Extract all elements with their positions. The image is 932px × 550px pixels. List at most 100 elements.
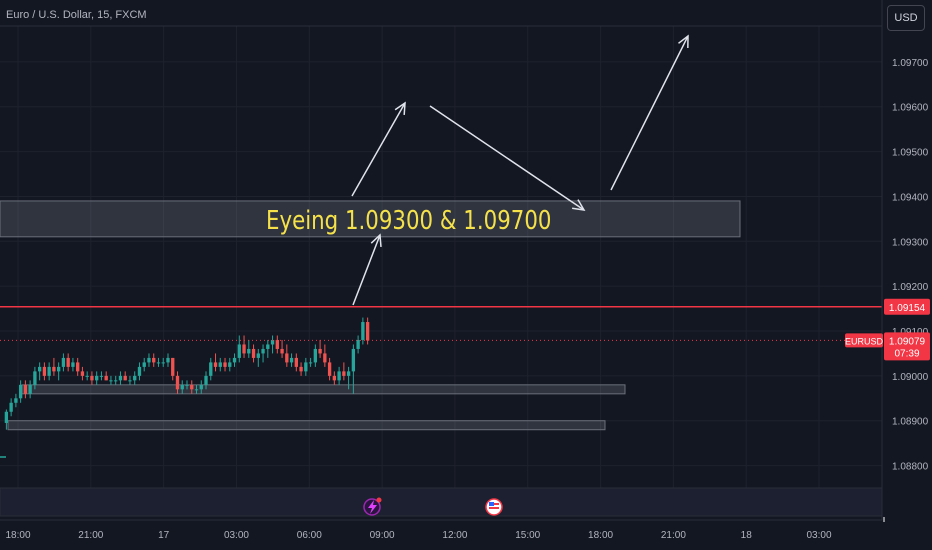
y-tick-label: 1.08800 bbox=[892, 462, 929, 473]
x-tick-label: 21:00 bbox=[661, 530, 686, 541]
candle-body bbox=[137, 366, 142, 376]
horizontal-level-label: 1.09154 bbox=[889, 303, 926, 314]
us-flag-event-icon[interactable] bbox=[485, 498, 503, 516]
support-resistance-zone bbox=[21, 384, 626, 395]
candle-body bbox=[95, 375, 99, 381]
x-tick-label: 18:00 bbox=[5, 530, 30, 541]
candle-body bbox=[66, 357, 70, 367]
x-tick-label: 09:00 bbox=[370, 530, 395, 541]
candle-body bbox=[294, 357, 298, 367]
candle-body bbox=[180, 384, 184, 390]
candle-body bbox=[109, 380, 113, 382]
events-strip bbox=[0, 487, 883, 517]
candle-body bbox=[47, 366, 51, 376]
x-tick-label: 21:00 bbox=[78, 530, 103, 541]
candle-body bbox=[104, 375, 108, 381]
x-tick-label: 03:00 bbox=[807, 530, 832, 541]
candle-body bbox=[337, 371, 341, 381]
candle-body bbox=[61, 357, 66, 367]
candle-body bbox=[275, 339, 279, 349]
x-tick-label: 06:00 bbox=[297, 530, 322, 541]
candle-body bbox=[147, 357, 151, 363]
symbol-tag bbox=[845, 333, 883, 348]
countdown-label: 07:39 bbox=[894, 348, 919, 359]
candle-body bbox=[308, 362, 313, 364]
candle-body bbox=[56, 366, 61, 372]
candle-body bbox=[266, 344, 270, 349]
arrow-head bbox=[394, 101, 406, 116]
candle-body bbox=[285, 353, 289, 363]
candles-layer bbox=[4, 317, 370, 430]
candle-body bbox=[152, 357, 156, 363]
candle-body bbox=[142, 362, 146, 367]
candle-body bbox=[14, 398, 18, 403]
candle-body bbox=[118, 375, 123, 381]
candle-body bbox=[80, 371, 85, 376]
lightning-event-icon[interactable] bbox=[363, 497, 382, 516]
symbol-tag-label: EURUSD bbox=[845, 336, 884, 346]
candle-body bbox=[299, 366, 303, 372]
x-tick-label: 18:00 bbox=[588, 530, 613, 541]
candle-body bbox=[209, 362, 213, 376]
candle-body bbox=[175, 375, 180, 390]
last-price-tag bbox=[884, 332, 930, 361]
candle-body bbox=[204, 375, 208, 385]
candle-body bbox=[114, 380, 118, 382]
candle-body bbox=[223, 362, 227, 367]
arrow-annotations bbox=[351, 34, 689, 306]
candle-body bbox=[156, 362, 161, 364]
candle-body bbox=[133, 375, 137, 381]
candle-body bbox=[256, 353, 260, 358]
candle-body bbox=[99, 375, 104, 377]
candle-body bbox=[90, 375, 94, 381]
x-tick-label: 17 bbox=[158, 530, 170, 541]
y-tick-label: 1.09400 bbox=[892, 192, 929, 203]
candle-body bbox=[4, 411, 9, 423]
candle-body bbox=[52, 366, 56, 372]
candle-body bbox=[323, 353, 327, 363]
candle-body bbox=[85, 375, 89, 377]
candle-body bbox=[361, 322, 365, 340]
price-lines bbox=[0, 306, 882, 341]
support-resistance-zone bbox=[0, 200, 741, 238]
y-tick-label: 1.09500 bbox=[892, 148, 929, 159]
candle-body bbox=[365, 322, 370, 341]
arrow-head bbox=[370, 233, 382, 248]
candle-body bbox=[332, 375, 337, 381]
currency-button[interactable]: USD bbox=[887, 5, 925, 31]
x-axis-ticks: 18:00 21:00 17 03:00 06:00 09:00 12:00 15:00 18:… bbox=[5, 530, 831, 541]
candle-body bbox=[42, 366, 47, 376]
candle-body bbox=[356, 339, 360, 349]
candle-body bbox=[318, 348, 322, 354]
y-tick-label: 1.09700 bbox=[892, 58, 929, 69]
horizontal-level-tag bbox=[884, 298, 930, 315]
candle-body bbox=[9, 402, 13, 412]
candle-body bbox=[251, 348, 256, 358]
candle-body bbox=[185, 384, 189, 386]
y-tick-label: 1.09300 bbox=[892, 237, 929, 248]
arrow-head bbox=[678, 34, 689, 49]
x-tick-label: 12:00 bbox=[442, 530, 467, 541]
annotation-text: Eyeing 1.09300 & 1.09700 bbox=[266, 206, 552, 236]
candle-body bbox=[237, 344, 241, 358]
candle-body bbox=[171, 357, 175, 376]
zones-layer bbox=[0, 200, 741, 431]
y-tick-label: 1.09000 bbox=[892, 372, 929, 383]
candle-body bbox=[228, 362, 232, 367]
candle-body bbox=[280, 348, 284, 354]
candle-body bbox=[304, 362, 308, 372]
candle-body bbox=[190, 384, 194, 390]
x-tick-label: 18 bbox=[741, 530, 753, 541]
symbol-title[interactable]: Euro / U.S. Dollar, 15, FXCM bbox=[6, 9, 147, 21]
candle-body bbox=[123, 375, 127, 381]
price-axis[interactable] bbox=[882, 0, 932, 550]
candle-body bbox=[242, 344, 246, 354]
candle-body bbox=[161, 362, 165, 364]
x-tick-label: 15:00 bbox=[515, 530, 540, 541]
candle-body bbox=[194, 389, 199, 391]
arrow-shaft bbox=[610, 35, 689, 191]
